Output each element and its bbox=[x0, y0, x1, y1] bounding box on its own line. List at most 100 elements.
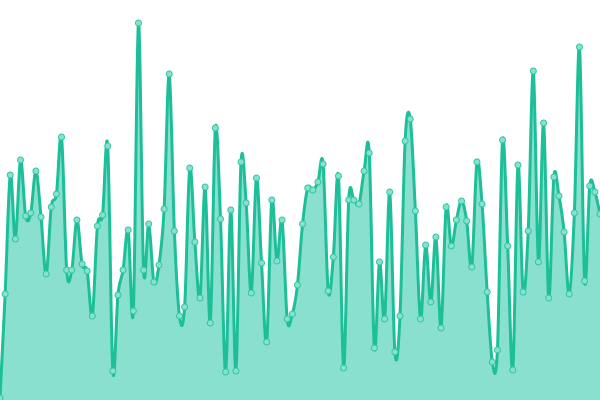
data-point bbox=[581, 277, 589, 285]
data-point bbox=[514, 161, 522, 169]
data-point bbox=[473, 158, 481, 166]
data-point bbox=[463, 217, 471, 225]
data-point bbox=[488, 358, 496, 366]
data-point bbox=[155, 261, 163, 269]
data-point bbox=[191, 238, 199, 246]
data-point bbox=[242, 199, 250, 207]
data-point bbox=[396, 312, 404, 320]
data-point bbox=[252, 174, 260, 182]
data-point bbox=[411, 207, 419, 215]
data-point bbox=[186, 164, 194, 172]
data-point bbox=[68, 266, 76, 274]
data-point bbox=[37, 213, 45, 221]
data-point bbox=[350, 196, 358, 204]
data-point bbox=[360, 167, 368, 175]
data-point bbox=[427, 298, 435, 306]
data-point bbox=[529, 67, 537, 75]
data-point bbox=[263, 338, 271, 346]
data-point bbox=[22, 212, 30, 220]
data-point bbox=[104, 142, 112, 150]
data-point bbox=[534, 258, 542, 266]
data-point bbox=[586, 182, 594, 190]
data-point bbox=[550, 173, 558, 181]
data-point bbox=[329, 253, 337, 261]
data-point bbox=[560, 228, 568, 236]
data-point bbox=[483, 288, 491, 296]
data-point bbox=[447, 242, 455, 250]
data-point bbox=[452, 216, 460, 224]
data-point bbox=[196, 294, 204, 302]
data-point bbox=[478, 200, 486, 208]
data-point bbox=[422, 241, 430, 249]
data-point bbox=[150, 278, 158, 286]
data-point bbox=[165, 70, 173, 78]
data-point bbox=[504, 242, 512, 250]
data-point bbox=[145, 220, 153, 228]
data-point bbox=[540, 119, 548, 127]
data-point bbox=[417, 315, 425, 323]
data-point bbox=[175, 312, 183, 320]
data-point bbox=[355, 200, 363, 208]
data-point bbox=[570, 209, 578, 217]
data-point bbox=[565, 290, 573, 298]
data-point bbox=[1, 290, 9, 298]
data-point bbox=[27, 209, 35, 217]
data-point bbox=[170, 227, 178, 235]
data-point bbox=[442, 203, 450, 211]
data-point bbox=[11, 235, 19, 243]
data-point bbox=[309, 186, 317, 194]
data-point bbox=[391, 348, 399, 356]
data-point bbox=[555, 192, 563, 200]
data-point bbox=[6, 171, 14, 179]
data-point bbox=[258, 259, 266, 267]
data-point bbox=[247, 289, 255, 297]
data-point bbox=[401, 137, 409, 145]
data-point bbox=[324, 287, 332, 295]
data-point bbox=[124, 226, 132, 234]
data-points bbox=[0, 19, 600, 400]
data-point bbox=[381, 315, 389, 323]
data-point bbox=[493, 346, 501, 354]
data-point bbox=[119, 266, 127, 274]
data-point bbox=[83, 267, 91, 275]
data-point bbox=[545, 294, 553, 302]
data-point bbox=[273, 257, 281, 265]
data-point bbox=[232, 367, 240, 375]
data-point bbox=[524, 227, 532, 235]
data-point bbox=[227, 206, 235, 214]
area-fill bbox=[0, 22, 600, 400]
data-point bbox=[365, 149, 373, 157]
data-point bbox=[206, 319, 214, 327]
data-point bbox=[519, 288, 527, 296]
data-point bbox=[591, 188, 599, 196]
data-point bbox=[0, 394, 4, 400]
data-point bbox=[114, 291, 122, 299]
data-point bbox=[58, 133, 66, 141]
data-point bbox=[222, 368, 230, 376]
data-point bbox=[217, 215, 225, 223]
data-point bbox=[370, 344, 378, 352]
data-point bbox=[575, 43, 583, 51]
data-point bbox=[458, 197, 466, 205]
data-point bbox=[293, 281, 301, 289]
data-point bbox=[17, 156, 25, 164]
data-point bbox=[181, 303, 189, 311]
data-point bbox=[134, 19, 142, 27]
data-point bbox=[47, 203, 55, 211]
data-point bbox=[278, 216, 286, 224]
data-point bbox=[314, 178, 322, 186]
data-point bbox=[499, 136, 507, 144]
data-point bbox=[201, 183, 209, 191]
data-point bbox=[88, 312, 96, 320]
data-point bbox=[386, 188, 394, 196]
data-point bbox=[340, 364, 348, 372]
data-point bbox=[299, 220, 307, 228]
data-point bbox=[140, 266, 148, 274]
data-point bbox=[99, 211, 107, 219]
data-point bbox=[468, 263, 476, 271]
data-point bbox=[288, 310, 296, 318]
data-point bbox=[42, 270, 50, 278]
data-point bbox=[109, 367, 117, 375]
data-point bbox=[509, 366, 517, 374]
